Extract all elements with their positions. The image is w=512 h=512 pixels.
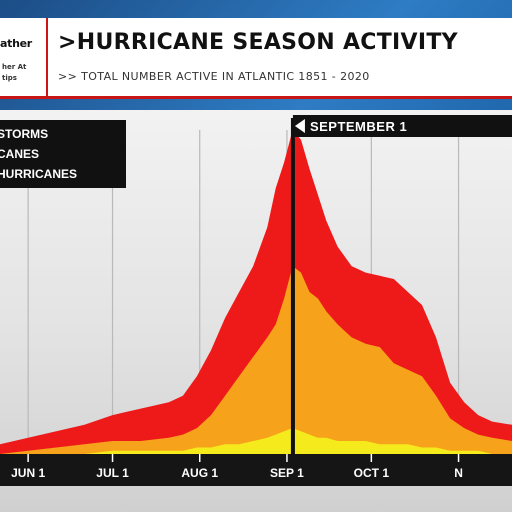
x-tick-label: AUG 1	[181, 466, 218, 480]
logo: ather her At tips	[0, 18, 48, 96]
chart-title: >HURRICANE SEASON ACTIVITY	[58, 30, 458, 55]
legend-box	[0, 120, 126, 188]
x-tick-label: N	[454, 466, 463, 480]
logo-text-line1: ather	[0, 37, 32, 50]
legend-layer: STORMS CANES HURRICANES	[0, 120, 126, 188]
logo-text-line2: her At	[2, 63, 27, 71]
header-banner: ather her At tips >HURRICANE SEASON ACTI…	[0, 18, 512, 99]
x-tick-label: OCT 1	[354, 466, 390, 480]
annotation-label: SEPTEMBER 1	[310, 119, 407, 134]
hurricanes-area	[0, 428, 512, 454]
area-layer	[0, 130, 512, 454]
annotation-box	[292, 115, 512, 137]
chart-subtitle: >> TOTAL NUMBER ACTIVE IN ATLANTIC 1851 …	[58, 70, 370, 83]
marker-layer: SEPTEMBER 1	[290, 115, 512, 454]
chart-title-text: HURRICANE SEASON ACTIVITY	[76, 30, 458, 55]
area-chart: SEPTEMBER 1 JUN 1 JUL 1 AUG 1 SEP 1 OCT 1 N S…	[0, 115, 512, 486]
legend-entry: HURRICANES	[0, 167, 77, 181]
legend-entry: STORMS	[0, 127, 48, 141]
x-tick-label: SEP 1	[270, 466, 304, 480]
annotation-arrow	[294, 119, 305, 133]
axis-layer: JUN 1 JUL 1 AUG 1 SEP 1 OCT 1 N	[0, 454, 512, 486]
canes-area	[0, 266, 512, 454]
x-tick-label: JUL 1	[96, 466, 129, 480]
legend-entry: CANES	[0, 147, 39, 161]
logo-text-line3: tips	[2, 74, 17, 82]
chart-panel: SEPTEMBER 1 JUN 1 JUL 1 AUG 1 SEP 1 OCT 1 N S…	[0, 110, 512, 512]
x-axis-bar	[0, 454, 512, 486]
x-tick-label: JUN 1	[11, 466, 45, 480]
